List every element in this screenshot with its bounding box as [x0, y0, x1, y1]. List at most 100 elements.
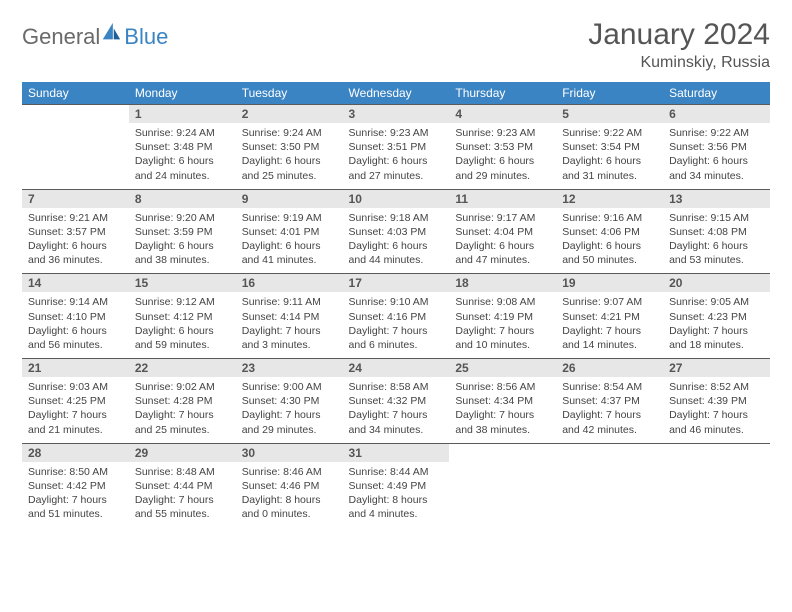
day-details-text: Sunrise: 9:23 AMSunset: 3:51 PMDaylight:…: [343, 123, 450, 189]
day-number-cell: 22: [129, 359, 236, 378]
day-details-row: Sunrise: 9:14 AMSunset: 4:10 PMDaylight:…: [22, 292, 770, 358]
day-details-text: Sunrise: 9:17 AMSunset: 4:04 PMDaylight:…: [449, 208, 556, 274]
day-details-cell: Sunrise: 8:54 AMSunset: 4:37 PMDaylight:…: [556, 377, 663, 443]
day-details-cell: [663, 462, 770, 528]
day-details-text: [449, 462, 556, 471]
day-details-cell: Sunrise: 9:24 AMSunset: 3:48 PMDaylight:…: [129, 123, 236, 189]
day-details-text: [22, 123, 129, 132]
day-number-cell: 25: [449, 359, 556, 378]
day-number-cell: 20: [663, 274, 770, 293]
day-number-cell: 11: [449, 189, 556, 208]
location-label: Kuminskiy, Russia: [588, 54, 770, 72]
day-number-row: 28293031: [22, 443, 770, 462]
day-details-cell: Sunrise: 9:18 AMSunset: 4:03 PMDaylight:…: [343, 208, 450, 274]
day-number-cell: 13: [663, 189, 770, 208]
weekday-header-row: Sunday Monday Tuesday Wednesday Thursday…: [22, 82, 770, 105]
day-details-text: Sunrise: 8:46 AMSunset: 4:46 PMDaylight:…: [236, 462, 343, 528]
logo-text-general: General: [22, 24, 100, 50]
weekday-header: Sunday: [22, 82, 129, 105]
day-details-cell: Sunrise: 9:16 AMSunset: 4:06 PMDaylight:…: [556, 208, 663, 274]
day-details-row: Sunrise: 8:50 AMSunset: 4:42 PMDaylight:…: [22, 462, 770, 528]
day-details-text: Sunrise: 9:10 AMSunset: 4:16 PMDaylight:…: [343, 292, 450, 358]
day-details-text: Sunrise: 9:07 AMSunset: 4:21 PMDaylight:…: [556, 292, 663, 358]
day-details-text: Sunrise: 9:08 AMSunset: 4:19 PMDaylight:…: [449, 292, 556, 358]
day-details-text: Sunrise: 8:48 AMSunset: 4:44 PMDaylight:…: [129, 462, 236, 528]
day-number-row: 78910111213: [22, 189, 770, 208]
day-details-cell: Sunrise: 9:10 AMSunset: 4:16 PMDaylight:…: [343, 292, 450, 358]
day-number-row: 123456: [22, 105, 770, 124]
day-details-text: Sunrise: 8:54 AMSunset: 4:37 PMDaylight:…: [556, 377, 663, 443]
day-details-cell: [556, 462, 663, 528]
day-number-cell: 7: [22, 189, 129, 208]
day-number-cell: 29: [129, 443, 236, 462]
day-details-cell: Sunrise: 9:11 AMSunset: 4:14 PMDaylight:…: [236, 292, 343, 358]
day-number-cell: 16: [236, 274, 343, 293]
day-details-text: Sunrise: 8:58 AMSunset: 4:32 PMDaylight:…: [343, 377, 450, 443]
day-details-cell: Sunrise: 9:05 AMSunset: 4:23 PMDaylight:…: [663, 292, 770, 358]
day-details-cell: Sunrise: 9:12 AMSunset: 4:12 PMDaylight:…: [129, 292, 236, 358]
day-details-cell: Sunrise: 8:56 AMSunset: 4:34 PMDaylight:…: [449, 377, 556, 443]
day-details-cell: Sunrise: 9:14 AMSunset: 4:10 PMDaylight:…: [22, 292, 129, 358]
day-number-cell: 23: [236, 359, 343, 378]
day-number-cell: 6: [663, 105, 770, 124]
day-details-cell: [22, 123, 129, 189]
day-number-cell: 19: [556, 274, 663, 293]
day-number-cell: 4: [449, 105, 556, 124]
day-number-cell: 15: [129, 274, 236, 293]
weekday-header: Tuesday: [236, 82, 343, 105]
day-details-cell: Sunrise: 9:17 AMSunset: 4:04 PMDaylight:…: [449, 208, 556, 274]
day-number-cell: 30: [236, 443, 343, 462]
day-details-text: Sunrise: 8:50 AMSunset: 4:42 PMDaylight:…: [22, 462, 129, 528]
calendar-table: Sunday Monday Tuesday Wednesday Thursday…: [22, 82, 770, 527]
day-number-cell: 9: [236, 189, 343, 208]
day-number-row: 21222324252627: [22, 359, 770, 378]
day-details-text: Sunrise: 9:05 AMSunset: 4:23 PMDaylight:…: [663, 292, 770, 358]
day-details-cell: Sunrise: 9:03 AMSunset: 4:25 PMDaylight:…: [22, 377, 129, 443]
day-number-cell: 3: [343, 105, 450, 124]
day-number-cell: 28: [22, 443, 129, 462]
day-details-cell: Sunrise: 9:08 AMSunset: 4:19 PMDaylight:…: [449, 292, 556, 358]
header: General Blue January 2024 Kuminskiy, Rus…: [22, 18, 770, 72]
weekday-header: Thursday: [449, 82, 556, 105]
day-number-cell: [556, 443, 663, 462]
day-details-text: Sunrise: 8:56 AMSunset: 4:34 PMDaylight:…: [449, 377, 556, 443]
day-details-text: Sunrise: 9:24 AMSunset: 3:50 PMDaylight:…: [236, 123, 343, 189]
day-number-cell: 14: [22, 274, 129, 293]
day-number-cell: 17: [343, 274, 450, 293]
day-number-cell: 31: [343, 443, 450, 462]
day-details-cell: Sunrise: 9:02 AMSunset: 4:28 PMDaylight:…: [129, 377, 236, 443]
month-title: January 2024: [588, 18, 770, 52]
weekday-header: Wednesday: [343, 82, 450, 105]
day-details-row: Sunrise: 9:21 AMSunset: 3:57 PMDaylight:…: [22, 208, 770, 274]
day-details-cell: [449, 462, 556, 528]
day-number-cell: 2: [236, 105, 343, 124]
day-number-cell: 8: [129, 189, 236, 208]
day-details-text: Sunrise: 9:03 AMSunset: 4:25 PMDaylight:…: [22, 377, 129, 443]
day-details-cell: Sunrise: 9:24 AMSunset: 3:50 PMDaylight:…: [236, 123, 343, 189]
day-details-text: Sunrise: 9:02 AMSunset: 4:28 PMDaylight:…: [129, 377, 236, 443]
day-number-cell: 12: [556, 189, 663, 208]
day-details-text: Sunrise: 9:22 AMSunset: 3:54 PMDaylight:…: [556, 123, 663, 189]
day-details-text: Sunrise: 9:20 AMSunset: 3:59 PMDaylight:…: [129, 208, 236, 274]
day-number-cell: 26: [556, 359, 663, 378]
day-number-cell: 10: [343, 189, 450, 208]
day-details-text: Sunrise: 9:11 AMSunset: 4:14 PMDaylight:…: [236, 292, 343, 358]
day-number-cell: 27: [663, 359, 770, 378]
day-details-cell: Sunrise: 9:20 AMSunset: 3:59 PMDaylight:…: [129, 208, 236, 274]
logo-text-blue: Blue: [124, 24, 168, 50]
day-number-cell: [22, 105, 129, 124]
day-number-cell: 1: [129, 105, 236, 124]
day-number-row: 14151617181920: [22, 274, 770, 293]
title-block: January 2024 Kuminskiy, Russia: [588, 18, 770, 72]
day-details-text: Sunrise: 8:52 AMSunset: 4:39 PMDaylight:…: [663, 377, 770, 443]
day-number-cell: [663, 443, 770, 462]
day-details-text: Sunrise: 9:24 AMSunset: 3:48 PMDaylight:…: [129, 123, 236, 189]
day-details-text: [556, 462, 663, 471]
day-details-cell: Sunrise: 9:21 AMSunset: 3:57 PMDaylight:…: [22, 208, 129, 274]
day-details-text: Sunrise: 9:16 AMSunset: 4:06 PMDaylight:…: [556, 208, 663, 274]
day-details-row: Sunrise: 9:24 AMSunset: 3:48 PMDaylight:…: [22, 123, 770, 189]
day-details-text: Sunrise: 9:12 AMSunset: 4:12 PMDaylight:…: [129, 292, 236, 358]
day-details-cell: Sunrise: 9:19 AMSunset: 4:01 PMDaylight:…: [236, 208, 343, 274]
weekday-header: Monday: [129, 82, 236, 105]
day-details-text: Sunrise: 9:22 AMSunset: 3:56 PMDaylight:…: [663, 123, 770, 189]
